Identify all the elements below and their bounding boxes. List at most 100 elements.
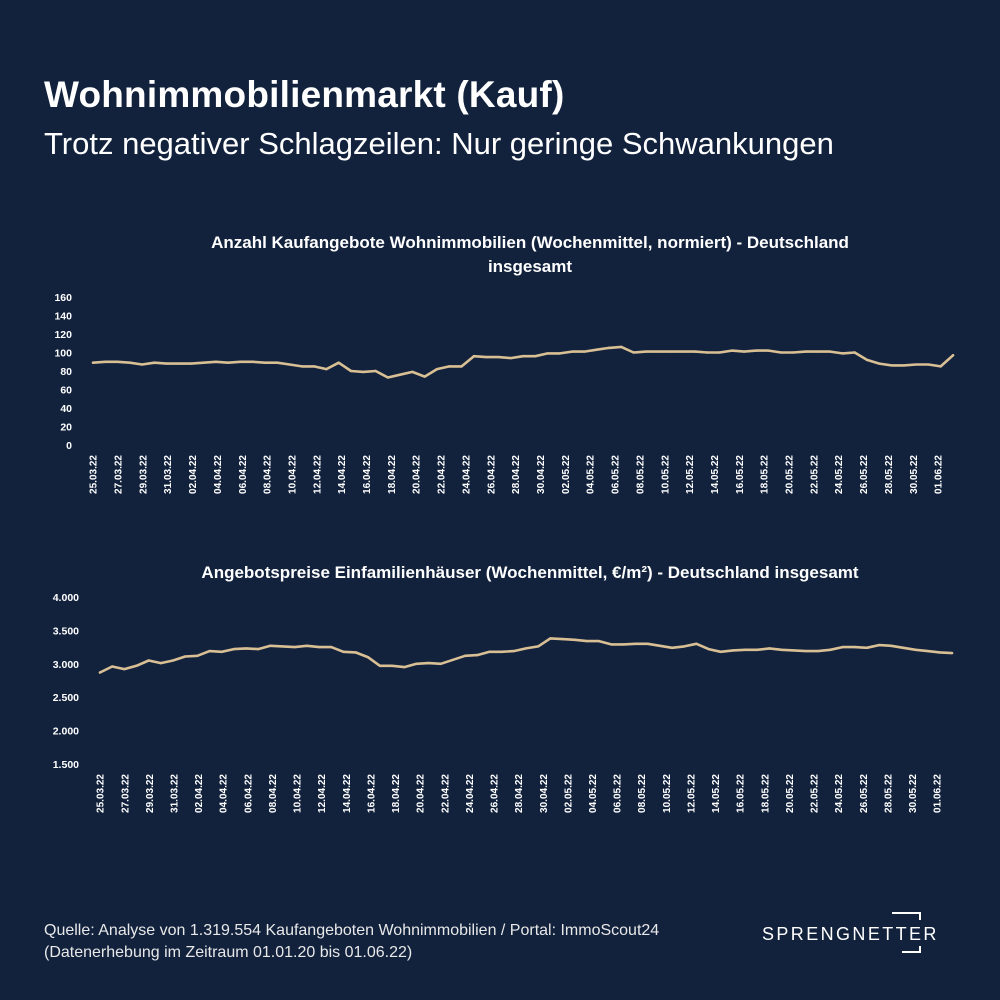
chart1-data-point <box>890 364 893 367</box>
chart1-data-point <box>300 365 304 368</box>
chart2-data-point <box>330 645 333 649</box>
chart2-data-point <box>98 671 102 674</box>
chart1-ytick-label: 80 <box>60 366 72 378</box>
period-line: (Datenerhebung im Zeitraum 01.01.20 bis … <box>44 944 413 961</box>
chart2-ytick-label: 1.500 <box>53 759 79 771</box>
chart2-data-point <box>695 642 698 645</box>
chart1-data-point <box>914 363 918 366</box>
chart2-ytick-label: 2.500 <box>53 692 79 704</box>
chart2-xtick-label: 30.05.22 <box>908 774 919 813</box>
chart1-xtick-label: 08.05.22 <box>635 455 646 494</box>
chart2-data-point <box>524 647 528 650</box>
chart2-xtick-label: 14.04.22 <box>342 774 353 813</box>
chart1-data-point <box>448 365 451 368</box>
chart2-data-point <box>561 637 564 641</box>
chart1-data-point <box>239 360 242 363</box>
chart2-data-point <box>281 645 284 648</box>
chart2-data-point <box>378 664 382 668</box>
chart2-data-point <box>463 654 467 657</box>
chart2-data-point <box>597 639 601 643</box>
chart1-data-point <box>927 363 930 366</box>
chart2-data-point <box>889 644 893 647</box>
chart1-xtick-label: 28.04.22 <box>511 455 522 494</box>
chart1-xtick-label: 31.03.22 <box>163 455 174 494</box>
page-subtitle: Trotz negativer Schlagzeilen: Nur gering… <box>44 126 834 161</box>
chart1-xtick-label: 14.04.22 <box>337 455 348 494</box>
chart1-xtick-label: 04.04.22 <box>213 455 224 494</box>
chart1-xtick-label: 28.05.22 <box>884 455 895 494</box>
chart1-data-point <box>779 351 783 354</box>
chart2-data-point <box>950 651 954 655</box>
chart1-data-point <box>755 349 758 352</box>
chart2-data-point <box>439 662 442 665</box>
chart1-xtick-label: 08.04.22 <box>263 455 274 494</box>
chart2-data-point <box>451 658 455 661</box>
chart1-data-point <box>386 376 390 379</box>
chart2-xtick-label: 18.05.22 <box>760 774 771 813</box>
chart1-ytick-label: 120 <box>54 329 72 341</box>
chart1-data-point <box>362 370 365 374</box>
chart2-xtick-label: 24.05.22 <box>834 774 845 813</box>
chart1-xtick-label: 01.06.22 <box>934 455 945 494</box>
chart2-xtick-label: 30.04.22 <box>539 774 550 813</box>
chart1-data-point <box>435 367 439 371</box>
chart2-data-point <box>110 665 114 668</box>
chart1-data-point <box>116 360 119 363</box>
chart2-xtick-label: 10.04.22 <box>293 774 304 813</box>
chart2-xtick-label: 28.04.22 <box>514 774 525 813</box>
chart1-data-point <box>276 361 279 364</box>
chart1-data-point <box>509 356 512 360</box>
chart2-data-point <box>841 645 844 649</box>
chart1-data-point <box>693 350 697 353</box>
chart1-data-point <box>411 370 414 374</box>
chart2-data-point <box>683 645 686 648</box>
chart2-xtick-label: 29.03.22 <box>145 774 156 813</box>
chart2-xtick-label: 04.05.22 <box>588 774 599 813</box>
chart2-xtick-label: 06.04.22 <box>243 774 254 813</box>
chart1-data-point <box>656 350 660 353</box>
chart2-data-point <box>926 649 929 653</box>
chart2-data-point <box>610 643 613 646</box>
chart2-data-point <box>208 649 211 653</box>
chart2-data-point <box>390 664 394 668</box>
chart2-data-point <box>342 650 345 653</box>
chart2-xtick-label: 02.05.22 <box>563 774 574 813</box>
chart1-data-point <box>939 365 942 368</box>
chart2-data-point <box>196 654 199 657</box>
chart1-data-point <box>312 365 316 368</box>
chart2-xtick-label: 16.05.22 <box>736 774 747 813</box>
chart2-xtick-label: 08.04.22 <box>268 774 279 813</box>
chart1-data-point <box>742 350 746 353</box>
chart1-data-point <box>460 365 463 368</box>
chart2-ytick-label: 4.000 <box>53 592 79 604</box>
chart2-xtick-label: 24.04.22 <box>465 774 476 813</box>
chart1-data-point <box>681 350 684 353</box>
chart1-data-point <box>804 350 807 353</box>
chart2-data-point <box>476 653 479 657</box>
chart1-title-line2: insgesamt <box>487 257 573 276</box>
chart2-data-point <box>269 644 272 647</box>
chart2-xtick-label: 31.03.22 <box>169 774 180 813</box>
chart1-data-point <box>497 355 500 359</box>
chart1-data-point <box>128 361 132 364</box>
chart2-xtick-label: 08.05.22 <box>637 774 648 813</box>
chart1-xtick-label: 14.05.22 <box>710 455 721 494</box>
chart1-data-point <box>706 351 709 354</box>
chart1-data-point <box>177 362 181 365</box>
chart1-xtick-label: 16.05.22 <box>735 455 746 494</box>
chart1-data-point <box>632 351 635 354</box>
chart2-data-point <box>512 649 516 653</box>
chart2-xtick-label: 25.03.22 <box>96 774 107 813</box>
chart1-data-point <box>398 373 402 376</box>
source-note: Quelle: Analyse von 1.319.554 Kaufangebo… <box>44 920 659 964</box>
chart1-data-point <box>816 350 820 353</box>
chart1-data-point <box>718 351 721 354</box>
chart1-ytick-label: 0 <box>66 440 72 452</box>
chart2-data-point <box>853 645 856 649</box>
chart2-data-point <box>317 645 321 649</box>
chart1-data-point <box>91 361 95 364</box>
chart2-data-point <box>804 649 808 653</box>
chart1-xtick-label: 10.05.22 <box>660 455 671 494</box>
chart2-xtick-label: 02.04.22 <box>194 774 205 813</box>
